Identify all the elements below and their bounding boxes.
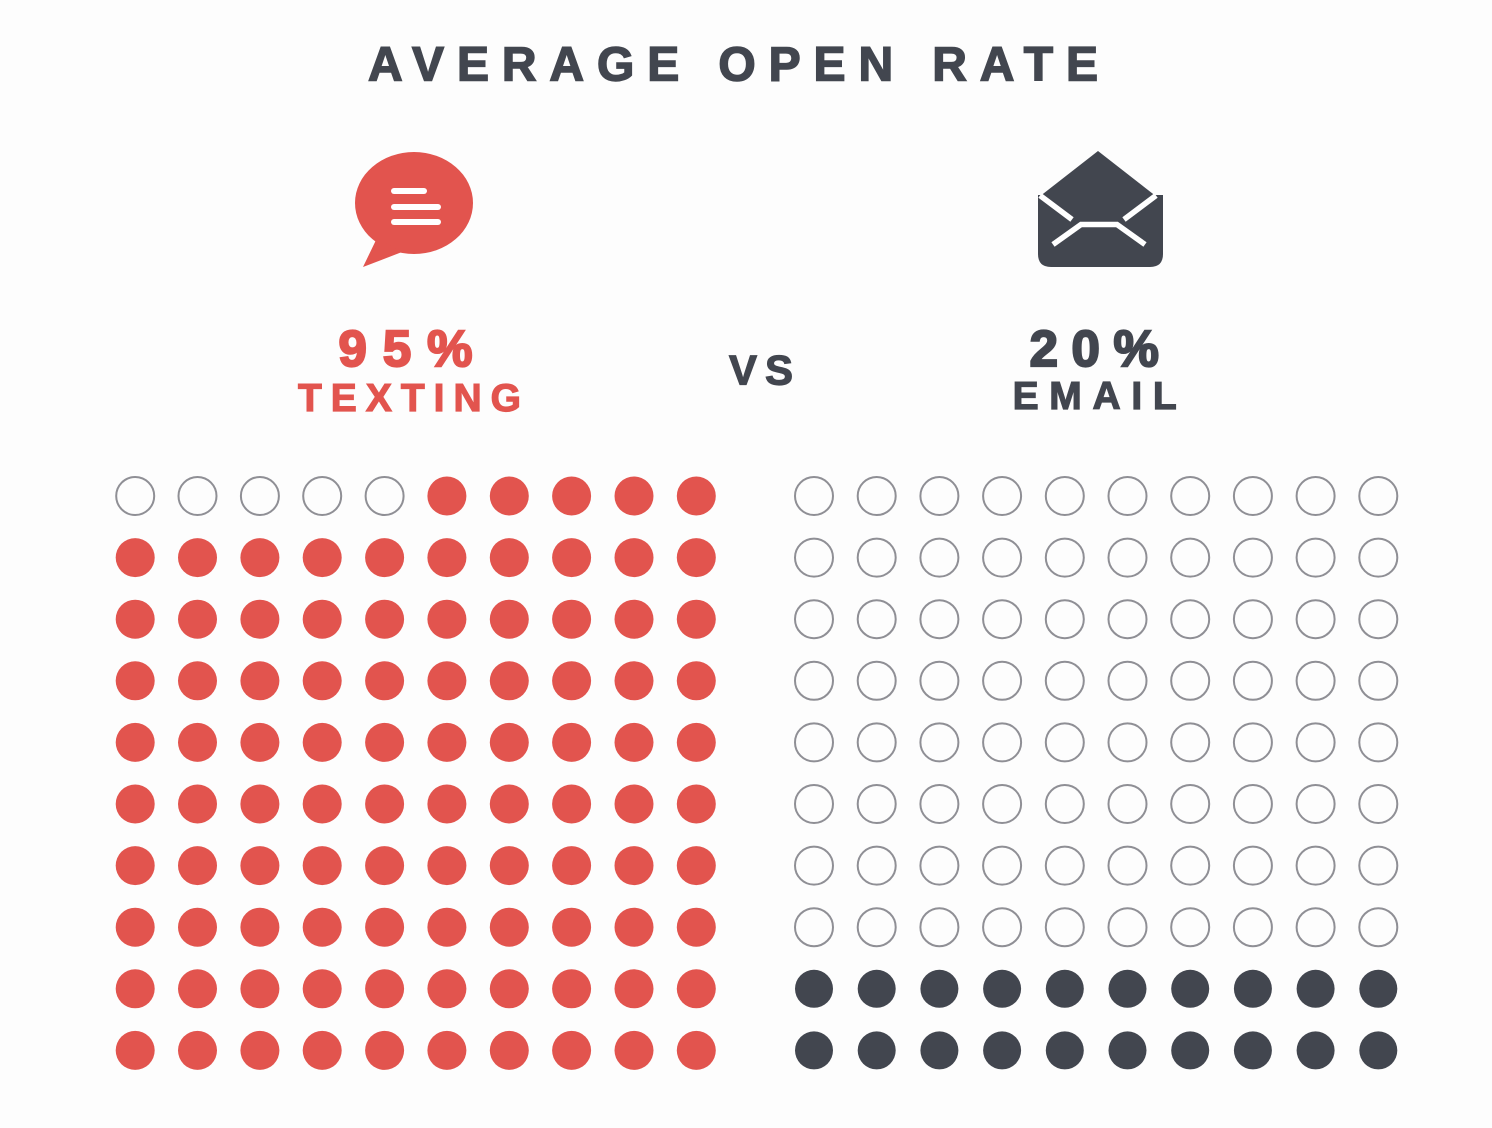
svg-text:TEXTING: TEXTING: [298, 377, 530, 420]
svg-text:20%: 20%: [1030, 320, 1173, 377]
svg-text:AVERAGE OPEN RATE: AVERAGE OPEN RATE: [368, 39, 1111, 92]
svg-text:VS: VS: [729, 347, 801, 394]
svg-text:EMAIL: EMAIL: [1013, 375, 1188, 418]
svg-text:95%: 95%: [338, 320, 488, 377]
